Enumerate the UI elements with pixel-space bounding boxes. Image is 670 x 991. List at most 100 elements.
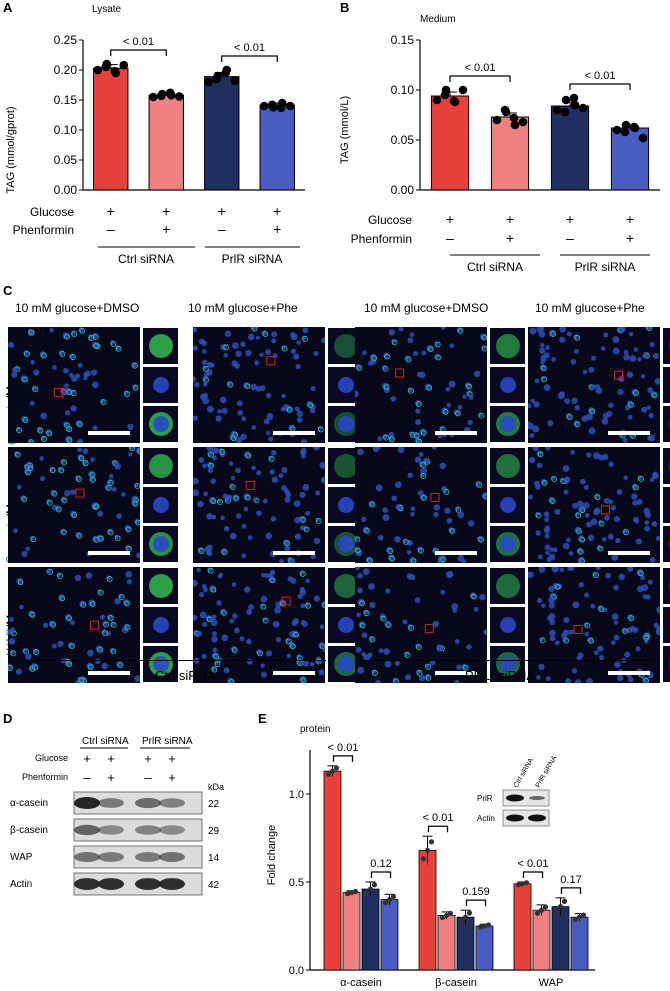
panel-e-point xyxy=(420,856,427,862)
nucleus xyxy=(548,602,555,609)
cytoplasm xyxy=(537,451,544,458)
nucleus xyxy=(577,500,584,507)
nucleus xyxy=(407,337,414,344)
cytoplasm xyxy=(284,540,291,547)
nucleus xyxy=(576,547,583,554)
nucleus xyxy=(565,678,572,683)
nucleus xyxy=(548,585,555,593)
nucleus xyxy=(291,630,299,637)
cytoplasm xyxy=(208,451,214,458)
nucleus xyxy=(627,414,633,420)
cytoplasm xyxy=(643,677,650,683)
nucleus xyxy=(39,456,44,461)
panel-d-band xyxy=(98,852,124,862)
micrograph-inset-merge xyxy=(142,525,179,563)
cell-cytoplasm xyxy=(149,334,173,358)
nucleus xyxy=(299,491,306,498)
cytoplasm xyxy=(457,327,464,334)
nucleus xyxy=(559,567,565,573)
nucleus xyxy=(634,519,640,524)
panel-a-ytick-label: 0.10 xyxy=(54,123,78,137)
panel-a-point xyxy=(212,74,222,84)
nucleus xyxy=(315,490,321,496)
nucleus xyxy=(637,475,643,481)
panel-a-pvalue: < 0.01 xyxy=(234,42,265,54)
cytoplasm xyxy=(124,391,130,397)
cytoplasm xyxy=(213,653,219,660)
nucleus xyxy=(201,653,207,660)
nucleus xyxy=(19,604,24,610)
nucleus xyxy=(548,496,555,504)
nucleus xyxy=(77,362,83,368)
cytoplasm xyxy=(300,571,306,577)
panel-e-point xyxy=(553,909,560,915)
nucleus xyxy=(128,447,135,451)
nucleus xyxy=(196,630,202,637)
nucleus xyxy=(12,366,18,373)
panel-e-bar xyxy=(532,909,551,971)
cytoplasm xyxy=(391,339,398,346)
nucleus xyxy=(88,599,96,607)
cytoplasm xyxy=(369,636,376,643)
nucleus xyxy=(548,329,556,337)
nucleus xyxy=(49,327,54,333)
nucleus xyxy=(375,679,381,683)
nucleus xyxy=(304,602,310,608)
nucleus xyxy=(300,439,308,443)
nucleus xyxy=(534,378,540,384)
panel-b-glucose-sign: + xyxy=(566,211,574,227)
cytoplasm xyxy=(262,331,269,338)
nucleus xyxy=(425,458,430,464)
nucleus xyxy=(21,415,28,423)
nucleus xyxy=(572,601,580,609)
nucleus xyxy=(475,481,481,487)
panel-d-band xyxy=(74,797,100,809)
cytoplasm xyxy=(233,495,240,502)
nucleus xyxy=(122,599,130,606)
panel-e-bar xyxy=(342,892,361,971)
nucleus xyxy=(241,553,247,559)
cytoplasm xyxy=(97,646,104,653)
nucleus xyxy=(649,557,656,563)
micrograph-merge xyxy=(8,567,140,683)
cytoplasm xyxy=(32,664,39,671)
cytoplasm xyxy=(389,555,396,562)
nucleus xyxy=(95,658,101,665)
nucleus xyxy=(76,438,83,443)
nucleus xyxy=(623,349,629,355)
cell-nucleus xyxy=(338,497,354,513)
nucleus xyxy=(95,645,103,653)
nucleus xyxy=(256,510,262,517)
micrograph-merge xyxy=(528,447,660,563)
micrograph-inset-blue xyxy=(662,366,670,404)
nucleus xyxy=(653,622,659,628)
cytoplasm xyxy=(364,527,370,534)
nucleus xyxy=(39,475,46,482)
cytoplasm xyxy=(97,589,104,596)
nucleus xyxy=(254,360,260,366)
nucleus xyxy=(587,534,595,542)
roi-box xyxy=(613,370,623,380)
nucleus xyxy=(363,609,369,615)
cytoplasm xyxy=(66,661,73,668)
nucleus xyxy=(368,500,375,507)
nucleus xyxy=(415,408,421,414)
micrograph-inset-green xyxy=(142,447,179,485)
nucleus xyxy=(251,425,257,430)
nucleus xyxy=(25,653,32,660)
nucleus xyxy=(288,424,295,431)
panel-a-ytick-label: 0.20 xyxy=(54,63,78,77)
panel-b-phenformin-sign: + xyxy=(506,230,514,246)
nucleus xyxy=(540,359,545,365)
cytoplasm xyxy=(632,484,639,491)
nucleus xyxy=(269,469,276,475)
cell-nucleus xyxy=(500,617,516,633)
panel-a-chart: Lysate TAG (mmol/gprot) 0.00 0.05 0.10 0.15… xyxy=(5,4,305,266)
cytoplasm xyxy=(78,455,85,462)
nucleus xyxy=(545,345,551,351)
nucleus xyxy=(394,535,401,543)
nucleus xyxy=(210,619,218,627)
nucleus xyxy=(439,462,447,470)
nucleus xyxy=(235,437,243,443)
cytoplasm xyxy=(593,572,599,579)
